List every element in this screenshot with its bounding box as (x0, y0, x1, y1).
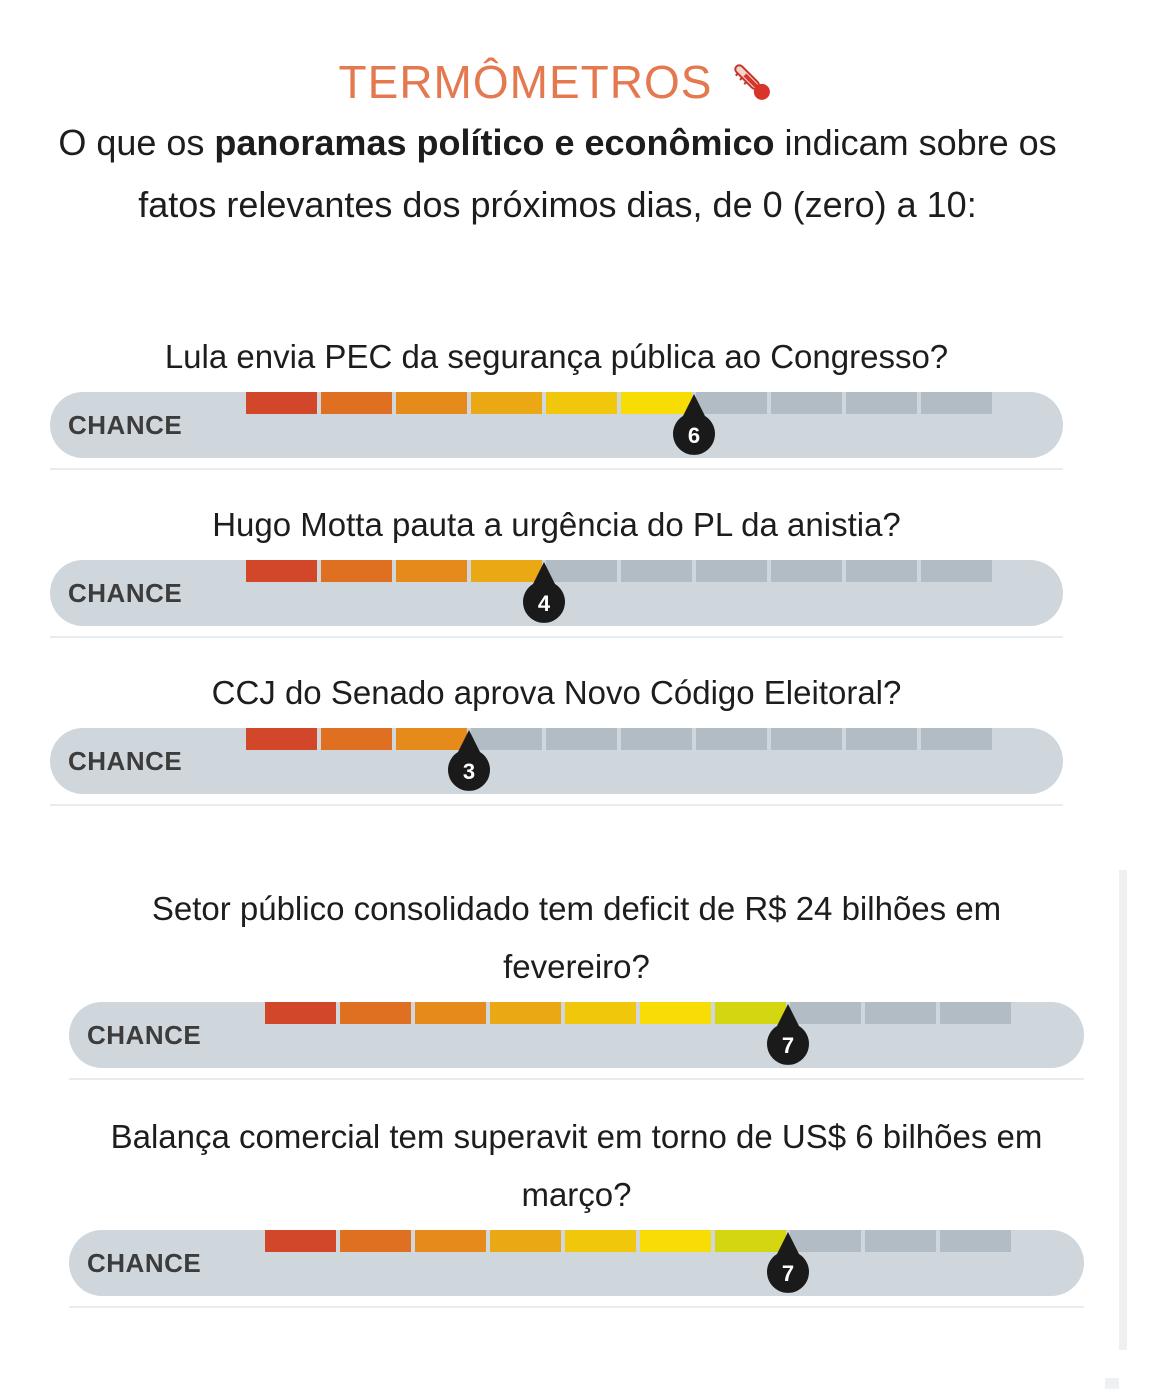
scale-segment (640, 1230, 711, 1252)
chance-gauge: CHANCE 6 (50, 392, 1063, 458)
scale-segment (396, 392, 467, 414)
divider (69, 1306, 1084, 1308)
scale-segment (471, 728, 542, 750)
scale-segment (715, 1002, 786, 1024)
scroll-edge (1119, 870, 1127, 1350)
subtitle-pre: O que os (58, 122, 215, 163)
value-number: 4 (537, 591, 551, 616)
page-title: TERMÔMETROS (339, 52, 777, 112)
question-text: Hugo Motta pauta a urgência do PL da ani… (212, 506, 901, 543)
scale-segment (696, 728, 767, 750)
chance-label: CHANCE (68, 578, 183, 608)
scale-segment (921, 392, 992, 414)
scale-segment (621, 728, 692, 750)
subtitle-post: indicam sobre os fatos relevantes dos pr… (138, 122, 1057, 225)
scale-segment (621, 392, 692, 414)
question-text: Lula envia PEC da segurança pública ao C… (164, 338, 949, 375)
scale-segment (790, 1002, 861, 1024)
scale-segment (846, 392, 917, 414)
corner-mark (1105, 1378, 1119, 1389)
value-marker: 4 (518, 562, 570, 628)
value-marker: 7 (762, 1004, 814, 1070)
scale-segment (246, 728, 317, 750)
scale-segment (396, 728, 467, 750)
thermometer-item: Setor público consolidado tem deficit de… (69, 880, 1084, 1080)
scale-segment (771, 728, 842, 750)
scale-segment (565, 1002, 636, 1024)
chance-gauge: CHANCE 7 (69, 1230, 1084, 1296)
scale-segment (471, 560, 542, 582)
page-title-text: TERMÔMETROS (338, 56, 713, 108)
chance-gauge: CHANCE 7 (69, 1002, 1084, 1068)
scale-segment (490, 1002, 561, 1024)
scale-segment (846, 728, 917, 750)
scale-segment (696, 392, 767, 414)
thermometer-item: Balança comercial tem superavit em torno… (69, 1108, 1084, 1308)
scale-segment (696, 560, 767, 582)
scale-segment (771, 560, 842, 582)
scale-segment (340, 1230, 411, 1252)
thermometer-item: Hugo Motta pauta a urgência do PL da ani… (50, 496, 1063, 638)
divider (50, 468, 1063, 470)
scale-segment (490, 1230, 561, 1252)
chance-label: CHANCE (68, 746, 183, 776)
value-marker: 7 (762, 1232, 814, 1298)
scale-segment (471, 392, 542, 414)
scale-segment (715, 1230, 786, 1252)
scale-segment (546, 560, 617, 582)
value-marker: 3 (443, 730, 495, 796)
thermometer-icon (728, 58, 776, 106)
value-number: 6 (687, 423, 701, 448)
scale-segment (340, 1002, 411, 1024)
question-text: Setor público consolidado tem deficit de… (151, 890, 1002, 985)
scale-segment (246, 560, 317, 582)
chance-label: CHANCE (68, 410, 183, 440)
scale-segment (565, 1230, 636, 1252)
scale-segment (321, 728, 392, 750)
scale-segment (621, 560, 692, 582)
scale-segment (865, 1002, 936, 1024)
scale-segment (771, 392, 842, 414)
scale-segment (246, 392, 317, 414)
chance-label: CHANCE (87, 1248, 202, 1278)
scale-segment (940, 1230, 1011, 1252)
divider (50, 804, 1063, 806)
question-text: Balança comercial tem superavit em torno… (110, 1118, 1043, 1213)
scale-segment (265, 1230, 336, 1252)
chance-gauge: CHANCE 4 (50, 560, 1063, 626)
scale-segment (265, 1002, 336, 1024)
subtitle-bold: panoramas político e econômico (214, 122, 775, 163)
scale-segment (546, 728, 617, 750)
scale-segment (940, 1002, 1011, 1024)
scale-segment (321, 392, 392, 414)
scale-segment (396, 560, 467, 582)
scale-segment (415, 1230, 486, 1252)
scale-segment (865, 1230, 936, 1252)
scale-segment (921, 560, 992, 582)
chance-gauge: CHANCE 3 (50, 728, 1063, 794)
scale-segment (790, 1230, 861, 1252)
subtitle: O que os panoramas político e econômico … (50, 112, 1065, 236)
value-number: 7 (781, 1033, 795, 1058)
scale-segment (640, 1002, 711, 1024)
divider (50, 636, 1063, 638)
scale-segment (846, 560, 917, 582)
question-text: CCJ do Senado aprova Novo Código Eleitor… (211, 674, 902, 711)
value-number: 7 (781, 1261, 795, 1286)
chance-label: CHANCE (87, 1020, 202, 1050)
value-marker: 6 (668, 394, 720, 460)
divider (69, 1078, 1084, 1080)
scale-segment (415, 1002, 486, 1024)
scale-segment (321, 560, 392, 582)
thermometer-item: CCJ do Senado aprova Novo Código Eleitor… (50, 664, 1063, 806)
thermometer-item: Lula envia PEC da segurança pública ao C… (50, 328, 1063, 470)
value-number: 3 (462, 759, 476, 784)
scale-segment (921, 728, 992, 750)
header: TERMÔMETROS O que os panoramas político … (0, 52, 1115, 236)
scale-segment (546, 392, 617, 414)
